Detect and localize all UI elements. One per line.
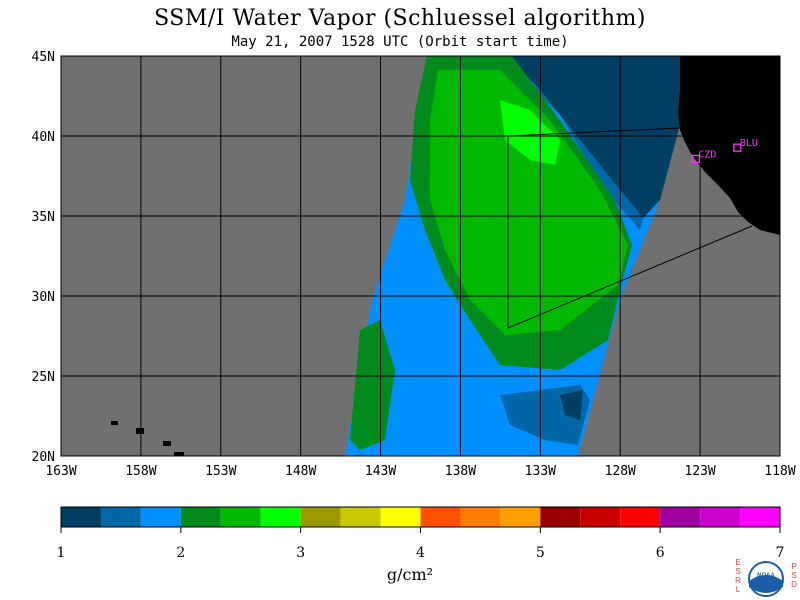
colorbar-swatch — [660, 507, 701, 527]
colorbar-swatch — [100, 507, 141, 527]
island — [163, 441, 171, 446]
colorbar-swatch — [380, 507, 421, 527]
island — [136, 428, 144, 434]
colorbar-tick-labels: 1 2 3 4 5 6 7 — [57, 527, 785, 561]
svg-text:L: L — [736, 585, 741, 594]
colorbar-tick-label: 5 — [536, 545, 545, 561]
colorbar-tick-label: 2 — [176, 545, 185, 561]
colorbar-swatch — [180, 507, 221, 527]
swath-dark-blue-east — [507, 56, 684, 218]
colorbar-swatch — [220, 507, 261, 527]
longitude-labels: 163W 158W 153W 148W 143W 138W 133W 128W 123W 118W — [45, 464, 795, 479]
svg-text:S: S — [735, 567, 740, 576]
lat-lon-grid — [61, 56, 780, 456]
lat-tick-label: 25N — [32, 370, 55, 385]
svg-text:NOAA: NOAA — [757, 573, 775, 579]
lon-tick-label: 153W — [205, 464, 236, 479]
colorbar-swatch — [140, 507, 181, 527]
swath-dark-blue-lower — [560, 390, 583, 420]
lon-tick-label: 118W — [764, 464, 795, 479]
plot-frame — [60, 55, 781, 457]
colorbar-swatch — [740, 507, 780, 527]
svg-text:R: R — [735, 576, 741, 585]
lat-tick-label: 35N — [32, 210, 55, 225]
lon-tick-label: 158W — [125, 464, 156, 479]
land-mass — [678, 56, 780, 235]
station-markers: CZD BLU — [691, 138, 758, 164]
colorbar-swatch — [300, 507, 341, 527]
station-label: CZD — [698, 149, 716, 160]
lon-tick-label: 128W — [605, 464, 636, 479]
colorbar-swatch — [500, 507, 541, 527]
lon-tick-label: 148W — [285, 464, 316, 479]
colorbar-swatch — [61, 507, 101, 527]
map-title: SSM/I Water Vapor (Schluessel algorithm) — [154, 6, 646, 31]
colorbar-swatch — [620, 507, 661, 527]
colorbar — [60, 506, 781, 528]
island — [174, 452, 184, 456]
colorbar-swatch — [260, 507, 301, 527]
lat-tick-label: 40N — [32, 130, 55, 145]
svg-text:S: S — [791, 571, 796, 580]
swath-mid-blue-east — [520, 75, 643, 230]
lat-tick-label: 20N — [32, 450, 55, 465]
colorbar-unit: g/cm² — [386, 565, 434, 584]
colorbar-swatch — [540, 507, 581, 527]
colorbar-tick-label: 4 — [416, 545, 425, 561]
colorbar-swatch — [340, 507, 381, 527]
lon-tick-label: 133W — [525, 464, 556, 479]
colorbar-swatch — [420, 507, 461, 527]
plot-area: CZD BLU — [61, 56, 780, 456]
region-outline — [507, 127, 753, 329]
svg-text:E: E — [735, 558, 740, 567]
colorbar-swatch — [580, 507, 621, 527]
svg-text:P: P — [791, 562, 796, 571]
svg-text:D: D — [791, 580, 797, 589]
station-marker — [733, 143, 742, 152]
colorbar-swatch — [700, 507, 741, 527]
lon-tick-label: 143W — [365, 464, 396, 479]
station-label: BLU — [740, 138, 758, 149]
lat-tick-label: 45N — [32, 50, 55, 65]
lon-tick-label: 163W — [45, 464, 76, 479]
swath-bright-green — [500, 100, 560, 165]
lon-tick-label: 123W — [684, 464, 715, 479]
swath-green-west-edge — [350, 320, 395, 450]
latitude-labels: 45N 40N 35N 30N 25N 20N — [32, 50, 55, 465]
colorbar-tick-label: 3 — [296, 545, 305, 561]
lat-tick-label: 30N — [32, 290, 55, 305]
colorbar-tick-label: 7 — [776, 545, 785, 561]
colorbar-swatch — [460, 507, 501, 527]
island — [111, 421, 118, 425]
lon-tick-label: 138W — [445, 464, 476, 479]
station-marker — [691, 154, 700, 164]
colorbar-tick-label: 6 — [656, 545, 665, 561]
colorbar-tick-label: 1 — [57, 545, 66, 561]
map-subtitle: May 21, 2007 1528 UTC (Orbit start time) — [231, 34, 569, 50]
